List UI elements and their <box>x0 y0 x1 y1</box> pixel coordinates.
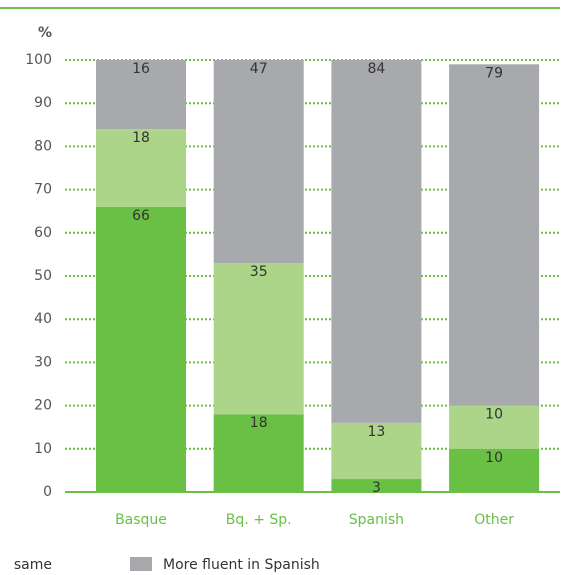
x-tick-label: Spanish <box>349 512 404 528</box>
bar-segment <box>331 422 422 480</box>
bar-segment <box>213 60 304 264</box>
y-tick-label: 10 <box>34 441 52 457</box>
y-tick-label: 50 <box>34 268 52 284</box>
x-tick-label: Other <box>474 512 514 528</box>
y-tick-label: 30 <box>34 354 52 370</box>
bar-segment <box>331 479 422 492</box>
data-label: 10 <box>485 407 503 423</box>
y-axis-label: % <box>38 25 52 41</box>
bar-segment <box>331 60 422 423</box>
bar-segment <box>96 129 186 207</box>
y-tick-label: 0 <box>43 484 52 500</box>
y-tick-label: 60 <box>34 225 52 241</box>
data-label: 13 <box>367 424 385 440</box>
y-tick-label: 40 <box>34 311 52 327</box>
data-label: 18 <box>132 130 150 146</box>
legend-label: More fluent in Spanish <box>163 557 320 573</box>
data-label: 35 <box>250 264 268 280</box>
y-tick-label: 70 <box>34 182 52 198</box>
y-tick-label: 80 <box>34 138 52 154</box>
bar-segment <box>96 60 186 130</box>
y-tick-label: 100 <box>25 52 52 68</box>
y-tick-label: 90 <box>34 95 52 111</box>
bar-segment <box>213 414 304 492</box>
data-label: 3 <box>372 480 381 496</box>
legend-label: same <box>14 557 52 573</box>
data-label: 16 <box>132 61 150 77</box>
bar-segment <box>213 263 304 415</box>
data-label: 66 <box>132 208 150 224</box>
data-label: 79 <box>485 65 503 81</box>
x-tick-label: Bq. + Sp. <box>226 512 292 528</box>
data-label: 10 <box>485 450 503 466</box>
legend-swatch <box>130 557 152 571</box>
data-label: 18 <box>250 415 268 431</box>
bar-segment <box>449 448 540 492</box>
data-label: 47 <box>250 61 268 77</box>
data-label: 84 <box>367 61 385 77</box>
bar-segment <box>449 64 540 406</box>
bar-segment <box>449 405 540 449</box>
y-tick-label: 20 <box>34 398 52 414</box>
x-tick-label: Basque <box>115 512 167 528</box>
bar-segment <box>96 206 186 492</box>
